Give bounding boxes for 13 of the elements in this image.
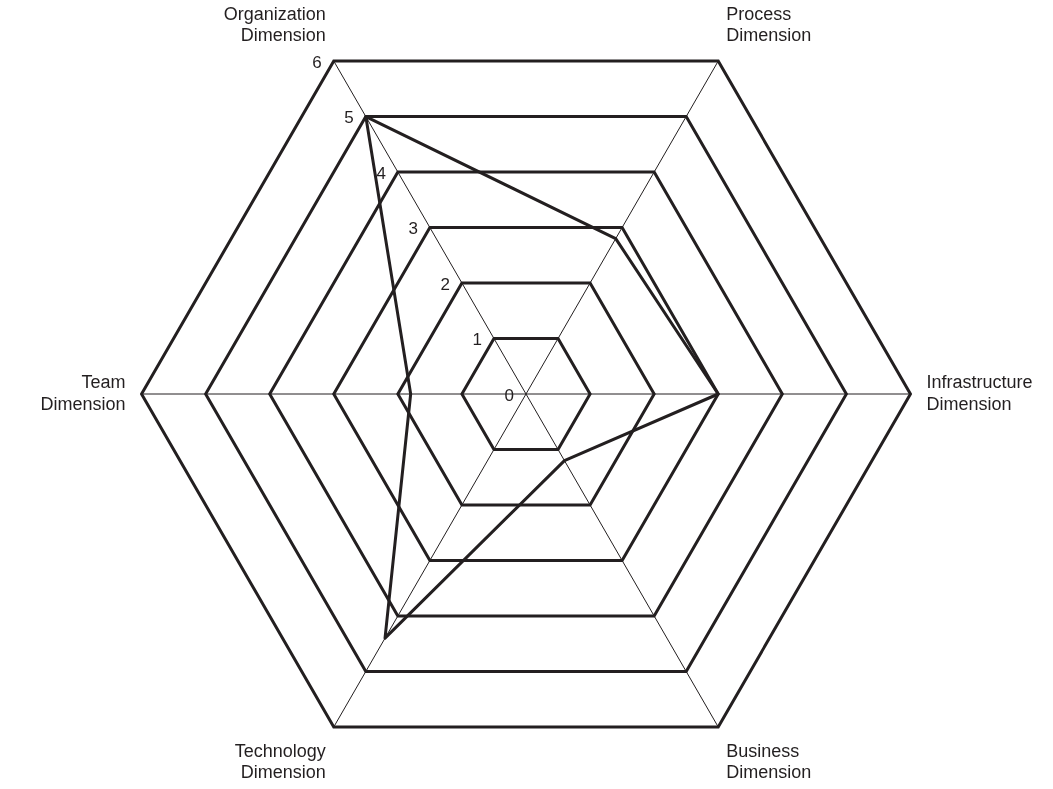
y-tick-label: 5 xyxy=(344,108,354,128)
spoke-label: Technology Dimension xyxy=(234,740,326,783)
spoke-label: Infrastructure Dimension xyxy=(926,372,1033,414)
y-tick-label: 2 xyxy=(440,274,450,294)
spoke-label: Business Dimension xyxy=(726,740,812,783)
spoke-label: Team Dimension xyxy=(40,372,126,414)
y-tick-label: 0 xyxy=(504,385,514,405)
y-tick-label: 1 xyxy=(472,330,482,350)
y-tick-label: 3 xyxy=(408,219,418,239)
y-tick-label: 6 xyxy=(312,52,322,72)
spoke-label: Organization Dimension xyxy=(223,3,326,46)
y-tick-label: 4 xyxy=(376,163,386,183)
spoke-label: Process Dimension xyxy=(726,3,812,46)
